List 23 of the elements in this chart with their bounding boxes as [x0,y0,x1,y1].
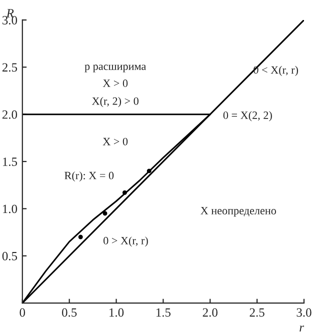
y-axis-title: R [6,9,14,18]
y-tick-label: 1.5 [3,158,18,166]
x-tick-label: 1.0 [110,308,124,317]
annotation: 0 = X(2, 2) [223,111,272,122]
x-tick-label: 3.0 [296,308,312,317]
y-tick-label: 2.5 [2,63,18,72]
annotation: X(r, 2) > 0 [92,97,138,108]
x-tick-label: 1.5 [156,308,171,317]
annotation: X неопределено [200,207,276,217]
y-tick-label: 1.0 [3,204,18,214]
annotation: R(r): X = 0 [64,171,114,182]
annotation: 0 > X(r, r) [104,236,148,247]
annotation: X > 0 [102,80,128,88]
x-axis-title: r [300,326,304,332]
annotation: X > 0 [102,138,128,146]
x-tick-label: 2.5 [250,308,264,317]
annotation: p расширима [84,64,146,72]
y-tick-label: 2.0 [2,110,18,119]
y-tick-label: 0.5 [2,252,18,260]
x-tick-label: 2.0 [202,308,218,317]
x-tick-label: 0.5 [62,308,77,317]
y-tick-label: 3.0 [2,16,18,24]
x-tick-label: 0 [20,308,26,317]
